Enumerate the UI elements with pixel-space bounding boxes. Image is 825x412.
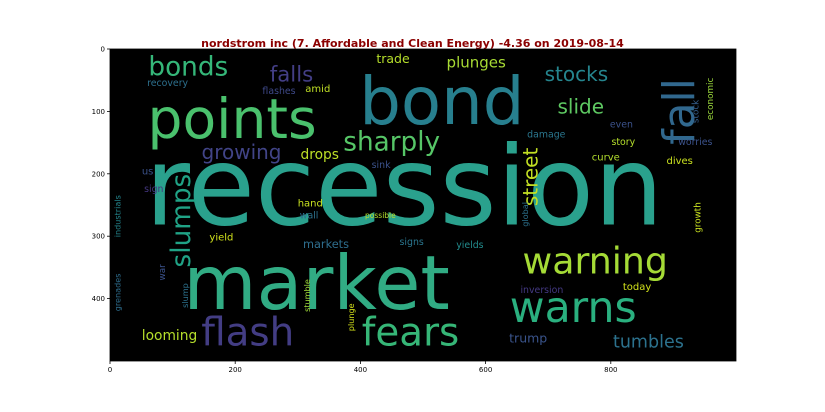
y-tick-label: 400 [92,295,105,303]
word-curve: curve [592,153,620,164]
word-grenades: grenades [113,274,123,312]
word-flash: flash [201,310,294,355]
word-inversion: inversion [520,285,563,296]
y-axis: 0 100 200 300 400 [92,46,110,303]
word-economic: economic [706,78,716,121]
x-tick-label: 600 [479,366,492,374]
plot-background [110,49,736,361]
word-slump: slump [180,283,190,308]
y-tick-label: 200 [92,170,105,178]
word-market: market [183,239,450,327]
chart-title: nordstrom inc (7. Affordable and Clean E… [201,37,624,50]
word-dives: dives [666,156,692,167]
word-today: today [623,282,652,293]
x-axis: 0 200 400 600 800 [108,361,617,374]
x-tick-label: 800 [604,366,617,374]
word-growing: growing [202,140,282,164]
word-war: war [158,264,168,281]
y-tick-label: 300 [92,233,105,241]
word-yields: yields [456,240,483,251]
word-recovery: recovery [147,78,188,89]
word-worries: worries [678,137,712,148]
word-street: street [519,147,543,206]
word-even: even [610,120,633,131]
word-amid: amid [305,84,330,95]
x-tick-label: 0 [108,366,112,374]
y-tick-label: 0 [101,46,105,54]
word-hand: hand [298,198,323,209]
word-markets: markets [303,238,349,251]
word-fears: fears [362,310,459,355]
word-damage: damage [527,130,566,141]
x-tick-label: 400 [354,366,367,374]
y-tick-label: 100 [92,108,105,116]
word-plunges: plunges [447,54,506,72]
word-tumbles: tumbles [613,332,684,352]
plot-frame [109,48,737,362]
word-sign: sign [144,184,163,195]
word-looming: looming [142,328,198,344]
word-yield: yield [209,233,233,244]
word-plunge: plunge [346,303,356,331]
word-trump: trump [509,330,547,345]
word-sharply: sharply [343,128,440,158]
word-global: global [520,202,530,227]
word-trade: trade [376,51,410,66]
word-signs: signs [400,237,424,248]
word-slumps: slumps [167,174,197,268]
word-points: points [147,87,316,151]
word-stocks: stocks [545,62,609,86]
word-recession: recession [145,122,663,250]
word-slide: slide [558,94,605,118]
word-bonds: bonds [148,53,228,83]
word-sink: sink [372,160,391,171]
word-possible: possible [365,211,396,220]
word-flashes: flashes [262,86,295,97]
word-falls: falls [270,63,313,88]
word-stumble: stumble [302,279,312,312]
word-fall: fall [654,78,705,145]
word-warning: warning [523,240,668,283]
word-drops: drops [300,147,339,163]
word-growth: growth [693,202,703,233]
word-stock: stock [692,99,702,123]
word-wall: wall [300,211,319,222]
word-us: us [142,166,154,177]
word-story: story [611,137,635,148]
word-warns: warns [510,283,637,333]
x-tick-label: 200 [229,366,242,374]
word-bond: bond [359,64,524,140]
word-industrials: industrials [113,195,123,237]
